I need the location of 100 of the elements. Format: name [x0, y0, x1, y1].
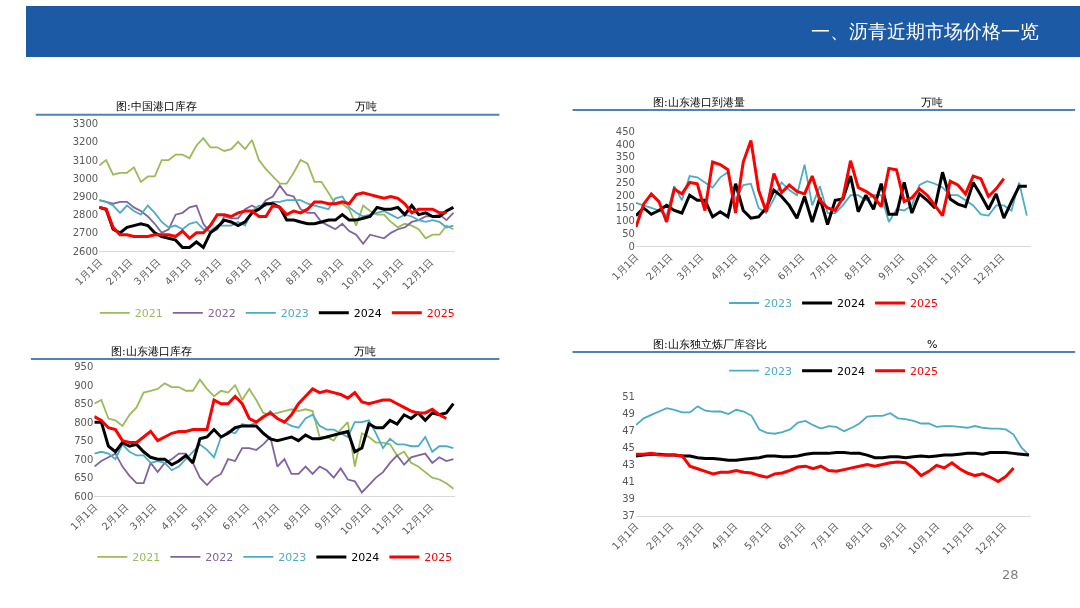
line-series: [99, 191, 448, 240]
y-tick-label: 2700: [72, 227, 99, 239]
line-series: [99, 137, 455, 240]
y-tick-label: 300: [615, 164, 635, 176]
legend-label: 2024: [353, 307, 382, 321]
chart-title: 图:山东独立炼厂库容比: [653, 338, 767, 351]
x-tick-label: 5月1日: [189, 501, 220, 533]
x-tick-label: 4月1日: [162, 256, 194, 288]
y-tick-label: 47: [622, 424, 635, 436]
y-tick-label: 750: [74, 435, 94, 447]
legend-label: 2022: [207, 307, 236, 321]
legend-label: 2025: [426, 307, 455, 321]
x-tick-label: 1月1日: [609, 520, 641, 552]
x-tick-label: 12月1日: [973, 520, 1009, 557]
legend-label: 2024: [351, 551, 380, 565]
x-tick-label: 10月1日: [904, 251, 940, 287]
chart-title: 图:山东港口到港量: [653, 96, 745, 109]
text: 一、沥青近期市场价格一览: [811, 20, 1039, 42]
y-tick-label: 39: [622, 493, 635, 505]
x-tick-label: 1月1日: [73, 256, 105, 288]
y-tick-label: 950: [74, 361, 94, 373]
y-axis-title: 万吨: [355, 100, 377, 113]
x-tick-label: 6月1日: [776, 520, 808, 552]
x-tick-label: 8月1日: [843, 520, 875, 552]
x-tick-label: 2月1日: [643, 251, 675, 283]
y-tick-label: 45: [622, 441, 635, 453]
legend-label: 2021: [132, 551, 161, 565]
line-series: [94, 402, 455, 467]
y-tick-label: 800: [74, 416, 94, 428]
x-tick-label: 6月1日: [775, 251, 807, 283]
x-tick-label: 5月1日: [742, 520, 774, 552]
text: 2025: [910, 364, 939, 378]
y-tick-label: 850: [74, 398, 94, 410]
legend-label: 2025: [910, 297, 939, 311]
y-tick-label: 650: [74, 472, 94, 484]
text: 2024: [837, 364, 866, 378]
x-tick-label: 7月1日: [808, 251, 840, 283]
y-tick-label: 0: [628, 240, 635, 252]
line-series: [94, 410, 455, 472]
y-tick-label: 3300: [72, 118, 99, 130]
y-tick-label: 100: [615, 215, 635, 227]
line-series: [635, 163, 1028, 223]
y-tick-label: 49: [622, 407, 635, 419]
x-tick-label: 3月1日: [674, 520, 706, 552]
x-tick-label: 4月1日: [709, 520, 740, 552]
line-series: [94, 387, 448, 445]
x-tick-label: 11月1日: [938, 251, 974, 287]
line-series: [94, 436, 455, 494]
legend-label: 2024: [837, 297, 866, 311]
x-tick-label: 1月1日: [68, 501, 100, 533]
x-tick-label: 11月1日: [940, 520, 976, 557]
y-tick-label: 700: [74, 453, 94, 465]
y-axis-title: 万吨: [921, 96, 943, 109]
y-tick-label: 200: [615, 189, 635, 201]
y-tick-label: 51: [622, 390, 635, 402]
y-axis-title: %: [927, 338, 938, 351]
x-tick-label: 6月1日: [220, 501, 252, 533]
y-tick-label: 3200: [72, 136, 99, 148]
y-tick-label: 43: [622, 458, 635, 470]
text: 2023: [764, 364, 793, 378]
y-tick-label: 450: [615, 125, 635, 137]
x-tick-label: 1月1日: [609, 251, 641, 283]
y-axis-title: 万吨: [354, 345, 376, 358]
legend-label: 2023: [764, 297, 793, 311]
y-tick-label: 41: [622, 476, 635, 488]
y-tick-label: 600: [74, 490, 94, 502]
x-tick-label: 7月1日: [250, 501, 282, 533]
x-tick-label: 8月1日: [283, 256, 315, 288]
chart-title: 图:山东港口库存: [111, 345, 192, 358]
y-tick-label: 400: [615, 138, 635, 150]
legend-label: 2023: [280, 307, 309, 321]
x-tick-label: 6月1日: [223, 256, 254, 288]
x-tick-label: 9月1日: [876, 251, 907, 283]
line-series: [94, 378, 455, 490]
y-tick-label: 3000: [72, 172, 99, 184]
y-tick-label: 900: [74, 379, 94, 391]
chart-title: 图:中国港口库存: [116, 100, 197, 113]
legend-label: 2025: [424, 551, 453, 565]
line-series: [635, 405, 1030, 456]
line-series: [635, 451, 1016, 484]
x-tick-label: 4月1日: [158, 501, 190, 533]
x-tick-label: 3月1日: [674, 251, 706, 283]
text: 28: [1002, 567, 1019, 582]
x-tick-label: 4月1日: [708, 251, 740, 283]
y-tick-label: 2900: [72, 190, 99, 202]
legend-label: 2022: [205, 551, 234, 565]
legend-label: 2021: [134, 307, 163, 321]
y-tick-label: 150: [615, 202, 635, 214]
x-tick-label: 10月1日: [906, 520, 942, 557]
x-tick-label: 5月1日: [192, 256, 224, 288]
line-series: [635, 138, 1006, 229]
x-tick-label: 5月1日: [741, 251, 773, 283]
x-tick-label: 9月1日: [877, 520, 909, 552]
y-tick-label: 37: [622, 510, 635, 522]
x-tick-label: 12月1日: [971, 251, 1007, 287]
line-series: [99, 195, 455, 232]
y-tick-label: 2600: [72, 245, 99, 257]
x-tick-label: 8月1日: [281, 501, 313, 533]
y-tick-label: 50: [622, 227, 635, 239]
y-tick-label: 3100: [72, 154, 99, 166]
